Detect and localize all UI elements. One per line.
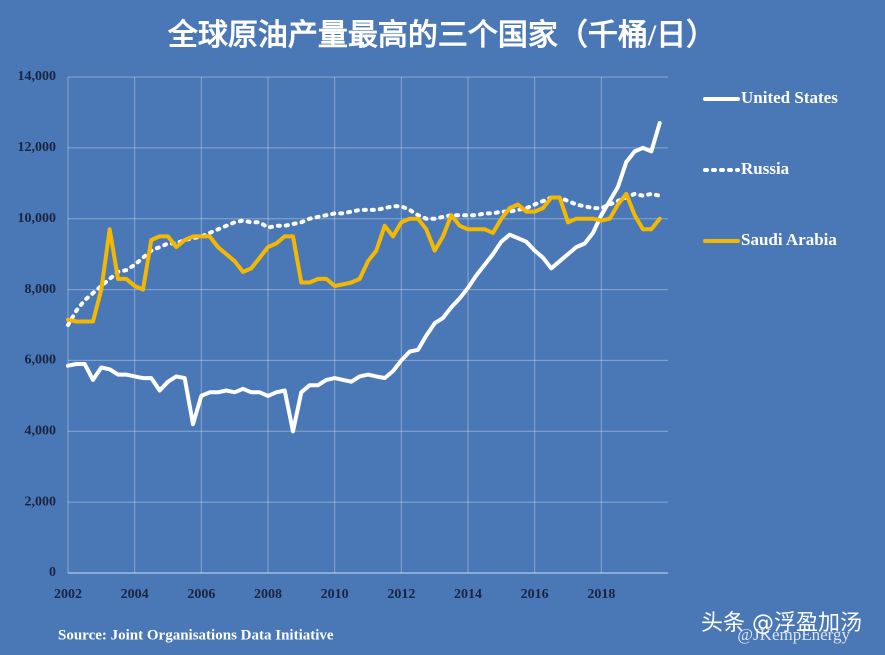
legend-label: Russia <box>741 159 790 178</box>
x-tick-label: 2012 <box>387 587 415 602</box>
x-tick-label: 2004 <box>121 587 149 602</box>
x-tick-label: 2014 <box>454 587 482 602</box>
x-tick-label: 2016 <box>521 587 549 602</box>
y-tick-label: 6,000 <box>25 353 57 368</box>
y-tick-label: 0 <box>49 565 56 580</box>
y-tick-label: 14,000 <box>18 69 57 84</box>
source: Source: Joint Organisations Data Initiat… <box>58 627 334 643</box>
legend-label: Saudi Arabia <box>741 230 837 249</box>
x-tick-label: 2002 <box>54 587 82 602</box>
chart-title: 全球原油产量最高的三个国家（千桶/日） <box>167 18 716 52</box>
y-tick-label: 12,000 <box>18 140 57 155</box>
handle: @JKempEnergy <box>737 625 850 644</box>
x-tick-label: 2018 <box>587 587 615 602</box>
y-tick-label: 4,000 <box>25 424 57 439</box>
y-tick-label: 8,000 <box>25 282 57 297</box>
y-tick-label: 10,000 <box>18 211 57 226</box>
watermark: 头条 @浮盈加汤 <box>701 611 862 636</box>
y-tick-label: 2,000 <box>25 494 57 509</box>
x-tick-label: 2006 <box>187 587 215 602</box>
x-tick-label: 2008 <box>254 587 282 602</box>
series-line <box>66 121 662 434</box>
series-line <box>66 191 662 324</box>
x-tick-label: 2010 <box>321 587 349 602</box>
legend-label: United States <box>741 88 838 107</box>
